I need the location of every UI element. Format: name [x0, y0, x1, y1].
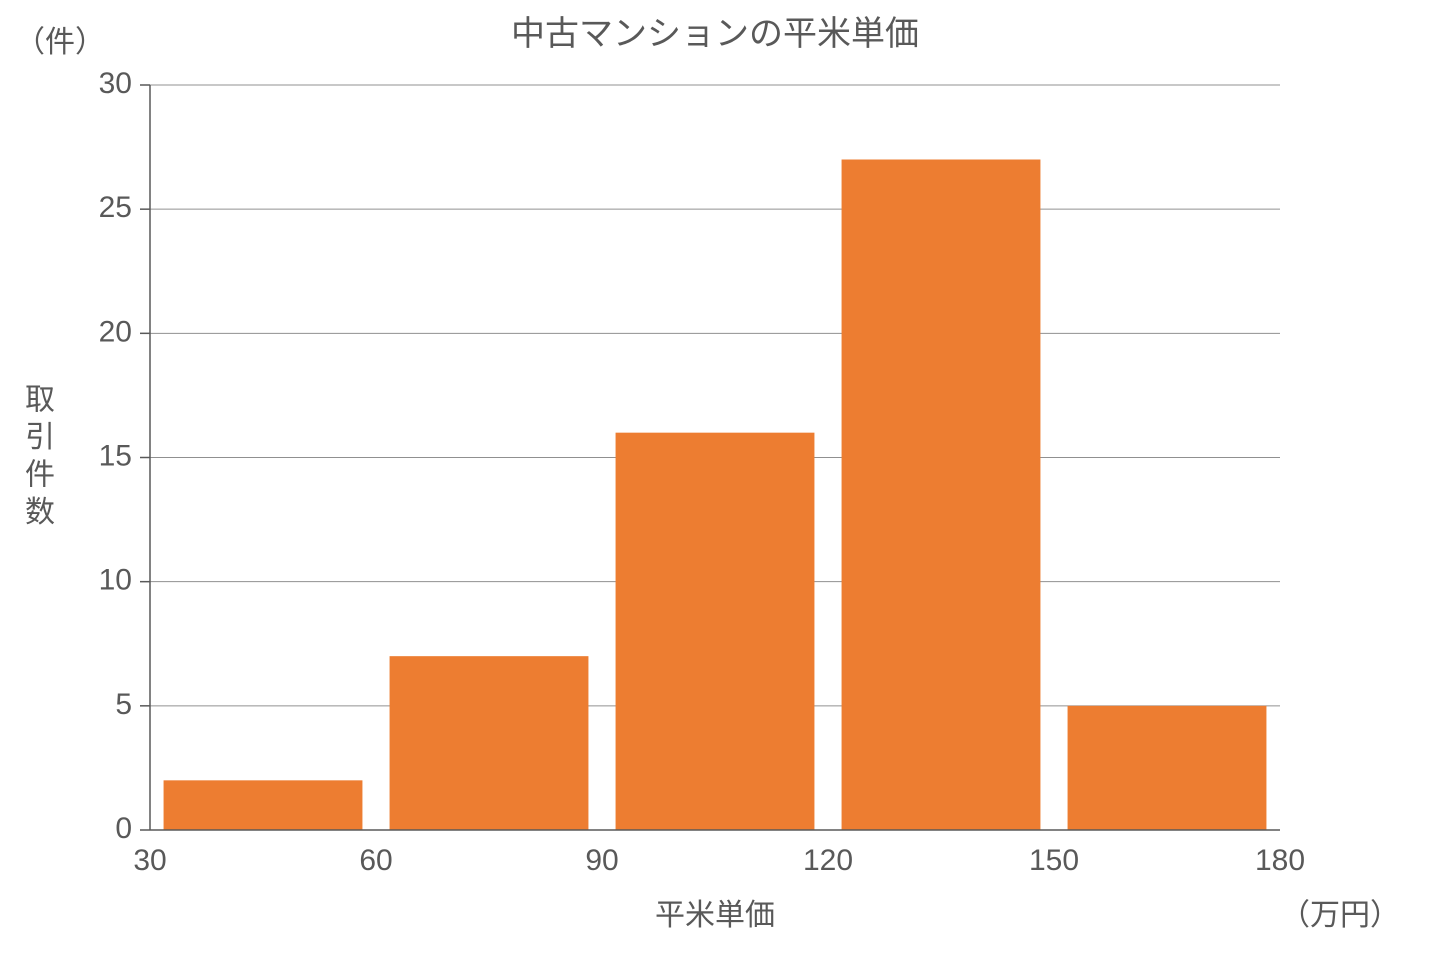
x-tick-label: 60 [359, 844, 392, 877]
y-tick-label: 25 [99, 191, 132, 224]
y-unit-label: （件） [15, 26, 105, 59]
y-axis-label: 引 [25, 421, 55, 454]
y-tick-label: 5 [115, 688, 132, 721]
histogram-bar [164, 780, 363, 830]
x-tick-label: 150 [1029, 844, 1079, 877]
histogram-bar [390, 656, 589, 830]
y-axis-label: 取 [25, 384, 55, 417]
histogram-chart: 0 5 10 15 20 25 30 30 60 90 120 150 180 中古マンションの平米単価 （… [0, 0, 1440, 958]
x-tick-label: 90 [585, 844, 618, 877]
histogram-bar [1068, 706, 1267, 830]
chart-title: 中古マンションの平米単価 [511, 15, 919, 53]
y-tick-label: 30 [99, 67, 132, 100]
x-tick-label: 120 [803, 844, 853, 877]
y-axis-label: 件 [25, 459, 55, 492]
y-tick-label: 0 [115, 812, 132, 845]
x-tick-label: 30 [133, 844, 166, 877]
histogram-bar [616, 433, 815, 830]
y-tick-label: 10 [99, 564, 132, 597]
y-axis-label: 数 [25, 496, 55, 529]
y-tick-label: 15 [99, 439, 132, 472]
chart-svg: 0 5 10 15 20 25 30 30 60 90 120 150 180 中古マンションの平米単価 （… [0, 0, 1440, 958]
x-tick-label: 180 [1255, 844, 1305, 877]
y-tick-label: 20 [99, 315, 132, 348]
x-axis-label: 平米単価 [655, 899, 775, 932]
histogram-bar [842, 160, 1041, 831]
x-unit-label: （万円） [1280, 899, 1400, 932]
